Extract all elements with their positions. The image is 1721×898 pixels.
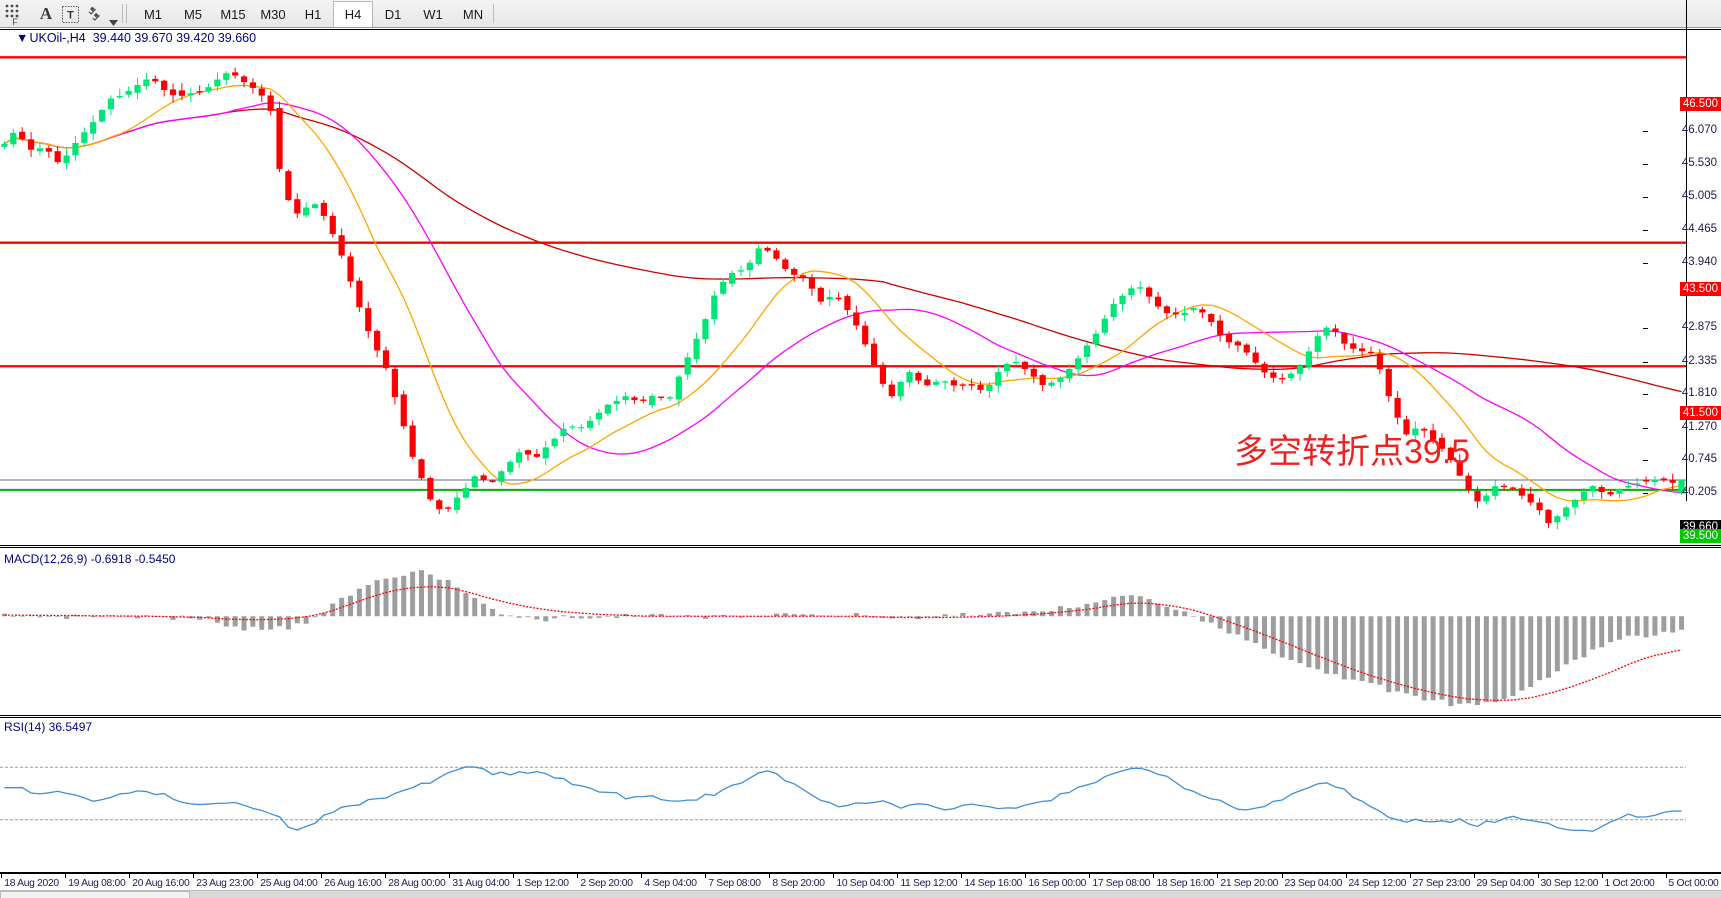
svg-text:T: T xyxy=(67,10,74,22)
svg-text:F: F xyxy=(12,17,18,25)
